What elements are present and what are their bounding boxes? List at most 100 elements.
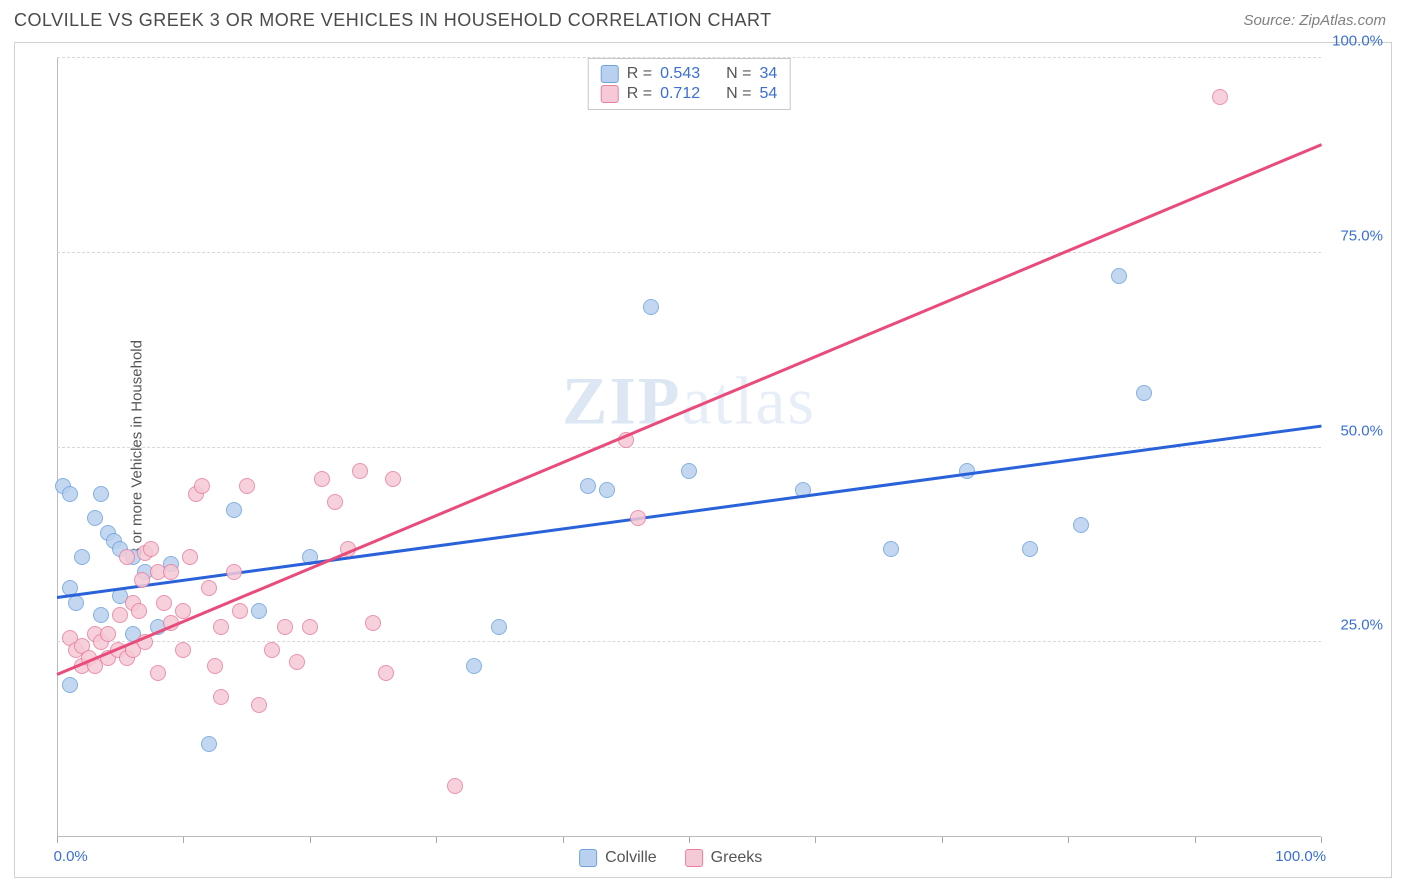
- x-tick-mark: [1321, 837, 1322, 843]
- x-tick-mark: [183, 837, 184, 843]
- scatter-point: [213, 619, 229, 635]
- scatter-point: [194, 478, 210, 494]
- n-label: N =: [726, 85, 751, 103]
- y-tick-label: 75.0%: [1340, 227, 1383, 244]
- scatter-point: [131, 603, 147, 619]
- x-tick-label: 100.0%: [1275, 848, 1326, 865]
- r-value: 0.543: [660, 65, 700, 83]
- scatter-point: [62, 677, 78, 693]
- scatter-point: [134, 572, 150, 588]
- stats-row: R = 0.712 N = 54: [601, 84, 778, 104]
- scatter-point: [74, 549, 90, 565]
- legend-swatch: [685, 849, 703, 867]
- scatter-point: [1022, 541, 1038, 557]
- scatter-point: [491, 619, 507, 635]
- scatter-point: [213, 689, 229, 705]
- scatter-point: [681, 463, 697, 479]
- scatter-point: [447, 778, 463, 794]
- scatter-point: [100, 626, 116, 642]
- scatter-point: [87, 510, 103, 526]
- scatter-point: [119, 549, 135, 565]
- grid-line: [57, 447, 1321, 448]
- y-tick-label: 25.0%: [1340, 617, 1383, 634]
- legend-swatch: [579, 849, 597, 867]
- x-tick-mark: [436, 837, 437, 843]
- scatter-point: [385, 471, 401, 487]
- scatter-point: [62, 486, 78, 502]
- scatter-point: [239, 478, 255, 494]
- scatter-point: [201, 580, 217, 596]
- scatter-point: [201, 736, 217, 752]
- scatter-point: [599, 482, 615, 498]
- scatter-point: [207, 658, 223, 674]
- scatter-point: [365, 615, 381, 631]
- scatter-point: [277, 619, 293, 635]
- r-label: R =: [627, 85, 652, 103]
- legend-label: Colville: [605, 849, 657, 867]
- scatter-point: [68, 595, 84, 611]
- scatter-point: [112, 607, 128, 623]
- scatter-point: [302, 619, 318, 635]
- n-label: N =: [726, 65, 751, 83]
- regression-line: [57, 424, 1321, 598]
- x-tick-mark: [563, 837, 564, 843]
- scatter-point: [232, 603, 248, 619]
- scatter-point: [175, 642, 191, 658]
- scatter-point: [93, 607, 109, 623]
- legend-item: Colville: [579, 849, 657, 867]
- scatter-point: [226, 502, 242, 518]
- scatter-point: [143, 541, 159, 557]
- n-value: 54: [759, 85, 777, 103]
- x-tick-mark: [1068, 837, 1069, 843]
- scatter-point: [466, 658, 482, 674]
- n-value: 34: [759, 65, 777, 83]
- y-axis-label: 3 or more Vehicles in Household: [128, 340, 145, 556]
- scatter-point: [251, 697, 267, 713]
- chart-container: 3 or more Vehicles in Household ZIPatlas…: [14, 42, 1392, 878]
- scatter-point: [156, 595, 172, 611]
- x-tick-mark: [689, 837, 690, 843]
- scatter-point: [1136, 385, 1152, 401]
- grid-line: [57, 57, 1321, 58]
- regression-line: [57, 144, 1322, 676]
- x-tick-mark: [942, 837, 943, 843]
- r-value: 0.712: [660, 85, 700, 103]
- correlation-stats-box: R = 0.543 N = 34 R = 0.712 N = 54: [588, 58, 791, 110]
- scatter-point: [182, 549, 198, 565]
- scatter-point: [643, 299, 659, 315]
- legend-label: Greeks: [711, 849, 763, 867]
- scatter-point: [327, 494, 343, 510]
- header: COLVILLE VS GREEK 3 OR MORE VEHICLES IN …: [0, 0, 1406, 39]
- y-tick-label: 50.0%: [1340, 422, 1383, 439]
- series-swatch: [601, 85, 619, 103]
- source-attribution: Source: ZipAtlas.com: [1243, 12, 1386, 29]
- scatter-point: [314, 471, 330, 487]
- chart-title: COLVILLE VS GREEK 3 OR MORE VEHICLES IN …: [14, 10, 772, 31]
- scatter-point: [1212, 89, 1228, 105]
- series-swatch: [601, 65, 619, 83]
- r-label: R =: [627, 65, 652, 83]
- scatter-point: [150, 665, 166, 681]
- series-legend: Colville Greeks: [579, 849, 762, 867]
- x-tick-mark: [57, 837, 58, 843]
- scatter-point: [1073, 517, 1089, 533]
- scatter-point: [264, 642, 280, 658]
- x-tick-mark: [1195, 837, 1196, 843]
- stats-row: R = 0.543 N = 34: [601, 64, 778, 84]
- x-tick-mark: [815, 837, 816, 843]
- scatter-point: [378, 665, 394, 681]
- grid-line: [57, 641, 1321, 642]
- scatter-point: [251, 603, 267, 619]
- scatter-point: [226, 564, 242, 580]
- scatter-point: [630, 510, 646, 526]
- y-tick-label: 100.0%: [1332, 33, 1383, 50]
- y-axis-line: [57, 58, 58, 837]
- x-tick-mark: [310, 837, 311, 843]
- grid-line: [57, 252, 1321, 253]
- x-tick-label: 0.0%: [54, 848, 88, 865]
- scatter-point: [289, 654, 305, 670]
- legend-item: Greeks: [685, 849, 763, 867]
- plot-area: 3 or more Vehicles in Household ZIPatlas…: [57, 58, 1321, 837]
- scatter-point: [163, 564, 179, 580]
- scatter-point: [580, 478, 596, 494]
